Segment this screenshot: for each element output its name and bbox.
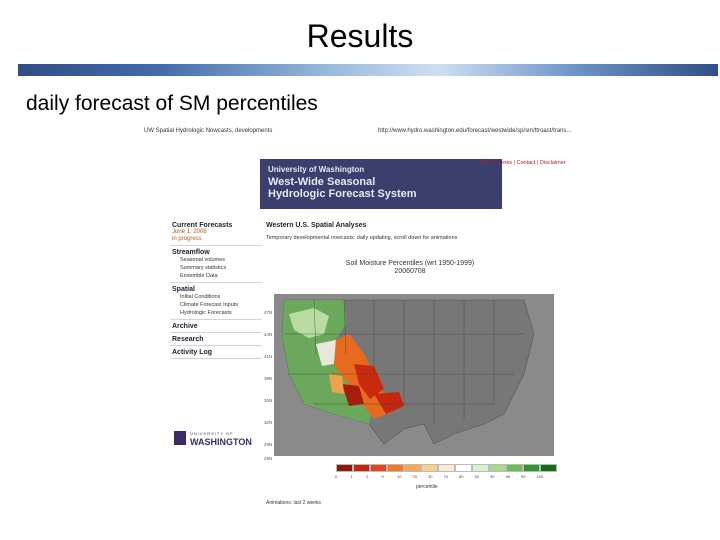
legend-swatch bbox=[523, 464, 540, 472]
legend-tick-label: 30 bbox=[428, 474, 433, 479]
sidebar-item-hydrologic-forecasts[interactable]: Hydrologic Forecasts bbox=[180, 310, 232, 316]
map-title-line1: Soil Moisture Percentiles (wrt 1950-1999… bbox=[345, 260, 475, 267]
sidebar-item-climate-inputs[interactable]: Climate Forecast Inputs bbox=[180, 302, 239, 308]
legend-tick-label: 70 bbox=[443, 474, 448, 479]
page-header-url: http://www.hydro.washington.edu/forecast… bbox=[378, 128, 572, 134]
sidebar-section-activity: Activity Log bbox=[170, 346, 262, 359]
legend-tick-label: 95 bbox=[490, 474, 495, 479]
legend-swatch bbox=[336, 464, 353, 472]
legend-swatch bbox=[370, 464, 387, 472]
lat-label: 41N bbox=[264, 354, 273, 359]
sidebar-item-initial-conditions[interactable]: Initial Conditions bbox=[180, 294, 221, 300]
lat-label: 32N bbox=[264, 420, 273, 425]
legend-swatch bbox=[472, 464, 489, 472]
lat-label: 29N bbox=[264, 442, 273, 447]
legend-tick-label: 5 bbox=[381, 474, 384, 479]
slide-subtitle: daily forecast of SM percentiles bbox=[26, 92, 318, 115]
banner-title-line2: Hydrologic Forecast System bbox=[268, 188, 417, 200]
map-title-line2: 20060708 bbox=[394, 268, 426, 275]
page-header-title: UW Spatial Hydrologic Nowcasts, developm… bbox=[144, 128, 273, 134]
percentile-legend: 0 1 2 5 10 20 30 70 80 90 95 98 99 100 percentile bbox=[335, 464, 557, 490]
top-nav-links[interactable]: Home | Links | Contact | Disclaimer bbox=[480, 160, 566, 166]
lat-label: 35N bbox=[264, 398, 273, 403]
legend-tick-label: 98 bbox=[505, 474, 510, 479]
title-decorative-bar bbox=[18, 64, 718, 76]
legend-tick-label: 100 bbox=[536, 474, 544, 479]
map-title: Soil Moisture Percentiles (wrt 1950-1999… bbox=[340, 260, 480, 276]
banner-title: West-Wide Seasonal Hydrologic Forecast S… bbox=[268, 176, 417, 200]
sidebar-section-archive: Archive bbox=[170, 320, 262, 333]
legend-swatch bbox=[387, 464, 404, 472]
sidebar-item-activity-log[interactable]: Activity Log bbox=[172, 349, 213, 356]
legend-swatch bbox=[353, 464, 370, 472]
sidebar-status: in progress bbox=[172, 236, 202, 242]
legend-tick-label: 10 bbox=[397, 474, 402, 479]
lat-label: 38N bbox=[264, 376, 273, 381]
sidebar-date: June 1, 2006 bbox=[172, 229, 207, 235]
content-heading: Western U.S. Spatial Analyses bbox=[266, 222, 367, 229]
legend-tick-label: 0 bbox=[335, 474, 338, 479]
legend-tick-label: 20 bbox=[412, 474, 417, 479]
sidebar-item-summary-statistics[interactable]: Summary statistics bbox=[180, 265, 227, 271]
sidebar-item-seasonal-volumes[interactable]: Seasonal volumes bbox=[180, 257, 225, 263]
sidebar-item-research[interactable]: Research bbox=[172, 336, 204, 343]
soil-moisture-map bbox=[274, 294, 554, 456]
legend-tick-label: 1 bbox=[350, 474, 353, 479]
content-description: Temporary developmental nowcasts: daily … bbox=[266, 235, 458, 241]
uw-logo-small-text: UNIVERSITY OF bbox=[190, 431, 234, 436]
legend-swatches bbox=[336, 464, 557, 472]
legend-tick-label: 99 bbox=[521, 474, 526, 479]
legend-tick-label: 90 bbox=[474, 474, 479, 479]
sidebar-item-spatial[interactable]: Spatial bbox=[172, 286, 195, 293]
sidebar-item-streamflow[interactable]: Streamflow bbox=[172, 249, 210, 256]
sidebar-item-ensemble-data[interactable]: Ensemble Data bbox=[180, 273, 218, 279]
uw-logo: UNIVERSITY OF WASHINGTON bbox=[174, 429, 254, 449]
legend-label: percentile bbox=[416, 484, 438, 490]
animation-note: Animations: last 2 weeks bbox=[266, 500, 322, 506]
uw-w-mark-icon bbox=[174, 431, 186, 445]
legend-swatch bbox=[455, 464, 472, 472]
lat-label: 26N bbox=[264, 456, 273, 461]
site-banner: University of Washington West-Wide Seaso… bbox=[260, 159, 502, 209]
sidebar-item-archive[interactable]: Archive bbox=[172, 323, 198, 330]
embedded-webpage-screenshot: UW Spatial Hydrologic Nowcasts, developm… bbox=[140, 124, 630, 514]
lat-label: 47N bbox=[264, 310, 273, 315]
legend-tick-label: 80 bbox=[459, 474, 464, 479]
lat-label: 44N bbox=[264, 332, 273, 337]
legend-swatch bbox=[506, 464, 523, 472]
sidebar-section-spatial: Spatial Initial Conditions Climate Forec… bbox=[170, 283, 262, 320]
slide-title: Results bbox=[306, 18, 414, 54]
sidebar-section-streamflow: Streamflow Seasonal volumes Summary stat… bbox=[170, 246, 262, 283]
banner-institution: University of Washington bbox=[268, 165, 365, 174]
legend-tick-label: 2 bbox=[366, 474, 369, 479]
sidebar-section-current: Current Forecasts June 1, 2006 in progre… bbox=[170, 219, 262, 246]
sidebar-section-research: Research bbox=[170, 333, 262, 346]
legend-swatch bbox=[540, 464, 557, 472]
us-map-graphic bbox=[274, 294, 554, 456]
legend-swatch bbox=[489, 464, 506, 472]
legend-swatch bbox=[438, 464, 455, 472]
legend-swatch bbox=[421, 464, 438, 472]
banner-title-line1: West-Wide Seasonal bbox=[268, 176, 376, 188]
sidebar: Current Forecasts June 1, 2006 in progre… bbox=[170, 219, 262, 359]
legend-swatch bbox=[404, 464, 421, 472]
uw-logo-wordmark: WASHINGTON bbox=[190, 437, 252, 447]
sidebar-item-current-forecasts[interactable]: Current Forecasts bbox=[172, 222, 233, 229]
main-content: Western U.S. Spatial Analyses Temporary … bbox=[266, 222, 596, 241]
